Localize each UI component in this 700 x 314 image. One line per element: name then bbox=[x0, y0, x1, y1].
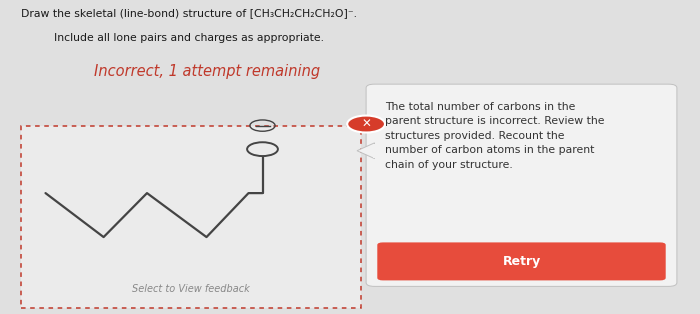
Text: Draw the skeletal (line-bond) structure of [CH₃CH₂CH₂CH₂O]⁻.: Draw the skeletal (line-bond) structure … bbox=[21, 8, 357, 18]
Circle shape bbox=[347, 116, 385, 133]
FancyBboxPatch shape bbox=[21, 126, 360, 308]
Text: Retry: Retry bbox=[503, 255, 540, 268]
Text: Incorrect, 1 attempt remaining: Incorrect, 1 attempt remaining bbox=[94, 64, 321, 79]
Text: The total number of carbons in the
parent structure is incorrect. Review the
str: The total number of carbons in the paren… bbox=[385, 102, 605, 170]
Text: Select to View feedback: Select to View feedback bbox=[132, 284, 250, 294]
FancyBboxPatch shape bbox=[377, 242, 666, 280]
FancyBboxPatch shape bbox=[366, 84, 677, 286]
Polygon shape bbox=[373, 144, 378, 158]
Text: Include all lone pairs and charges as appropriate.: Include all lone pairs and charges as ap… bbox=[54, 33, 324, 43]
Text: ✕: ✕ bbox=[361, 117, 371, 131]
Polygon shape bbox=[357, 143, 374, 159]
